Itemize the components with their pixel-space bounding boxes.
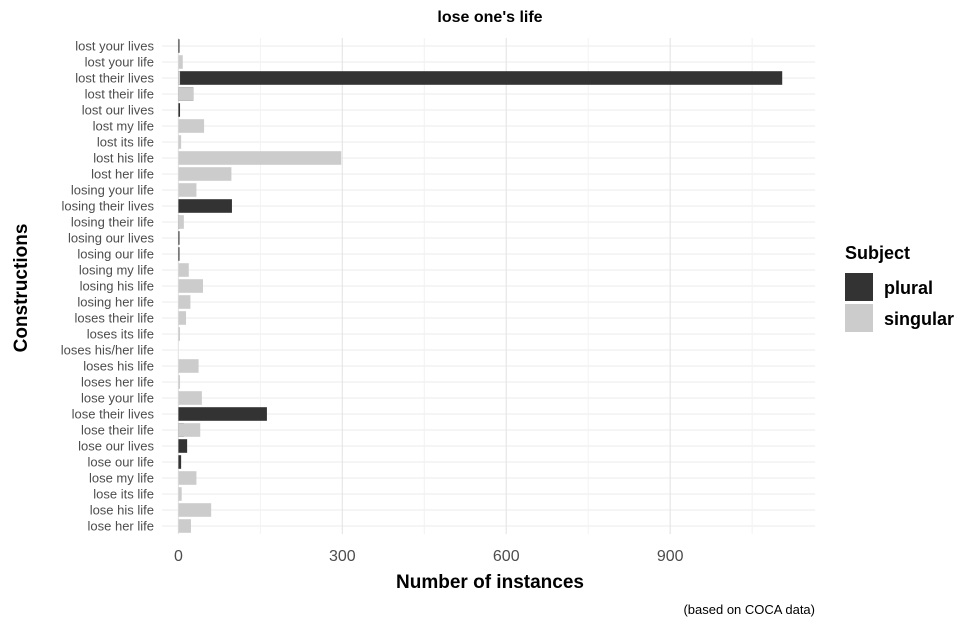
x-tick-label: 900 xyxy=(657,548,684,565)
y-tick-label: losing her life xyxy=(77,295,154,310)
y-tick-label: lose her life xyxy=(88,519,154,534)
y-tick-label: lose our lives xyxy=(78,439,154,454)
y-tick-label: lose their lives xyxy=(72,407,155,422)
bars xyxy=(178,39,783,533)
y-tick-label: lost their lives xyxy=(75,71,154,86)
legend: Subject plural singular xyxy=(845,243,954,332)
y-tick-label: losing your life xyxy=(71,183,154,198)
bar-singular xyxy=(178,135,182,149)
x-tick-label: 300 xyxy=(329,548,356,565)
bar-singular xyxy=(178,519,191,533)
y-tick-label: lost my life xyxy=(93,119,154,134)
bar-singular xyxy=(178,279,203,293)
x-tick-labels: 0 300 600 900 xyxy=(174,548,684,565)
bar-plural xyxy=(178,71,783,85)
y-tick-label: losing our lives xyxy=(68,231,154,246)
y-tick-label: losing their life xyxy=(71,215,154,230)
bar-singular xyxy=(178,359,199,373)
y-tick-label: lose its life xyxy=(93,487,154,502)
legend-swatch-singular xyxy=(845,304,873,332)
y-tick-label: loses her life xyxy=(81,375,154,390)
bar-singular xyxy=(178,487,182,501)
bar-singular xyxy=(178,503,212,517)
y-tick-label: loses his/her life xyxy=(61,343,154,358)
bar-singular xyxy=(178,55,183,69)
bar-singular xyxy=(178,151,342,165)
bar-plural xyxy=(178,39,180,53)
y-tick-label: lose your life xyxy=(81,391,154,406)
bar-plural xyxy=(178,199,232,213)
bar-singular xyxy=(178,71,181,85)
bar-singular xyxy=(178,263,189,277)
bar-plural xyxy=(178,103,181,117)
y-tick-label: loses their life xyxy=(75,311,154,326)
y-tick-label: lose our life xyxy=(88,455,154,470)
y-axis-title: Constructions xyxy=(11,224,32,353)
bar-plural xyxy=(178,439,188,453)
y-tick-label: lost its life xyxy=(97,135,154,150)
y-tick-label: lose my life xyxy=(89,471,154,486)
y-tick-label: losing my life xyxy=(79,263,154,278)
bar-plural xyxy=(178,247,180,261)
legend-title: Subject xyxy=(845,243,910,263)
y-tick-label: lost his life xyxy=(93,151,154,166)
legend-label-singular: singular xyxy=(884,309,954,329)
x-tick-label: 0 xyxy=(174,548,183,565)
y-tick-label: loses his life xyxy=(83,359,154,374)
legend-label-plural: plural xyxy=(884,278,933,298)
y-tick-label: lost her life xyxy=(91,167,154,182)
y-tick-label: losing his life xyxy=(80,279,154,294)
bar-singular xyxy=(178,215,184,229)
y-tick-label: lose their life xyxy=(81,423,154,438)
y-tick-label: lost our lives xyxy=(82,103,155,118)
x-axis-title: Number of instances xyxy=(396,572,584,593)
bar-singular xyxy=(178,391,202,405)
caption: (based on COCA data) xyxy=(683,602,815,617)
bar-singular xyxy=(178,375,181,389)
y-tick-label: lost their life xyxy=(85,87,154,102)
bar-singular xyxy=(178,183,197,197)
bar-singular xyxy=(178,167,232,181)
bar-singular xyxy=(178,295,191,309)
bar-singular xyxy=(178,87,194,101)
y-tick-label: lost your life xyxy=(85,55,154,70)
bar-singular xyxy=(178,471,197,485)
x-tick-label: 600 xyxy=(493,548,520,565)
bar-singular xyxy=(178,327,181,341)
y-tick-label: lose his life xyxy=(90,503,154,518)
y-tick-label: losing our life xyxy=(77,247,154,262)
bar-plural xyxy=(178,407,267,421)
chart-title: lose one's life xyxy=(437,9,542,26)
bar-singular xyxy=(178,423,201,437)
legend-swatch-plural xyxy=(845,273,873,301)
y-tick-label: losing their lives xyxy=(62,199,155,214)
bar-singular xyxy=(178,311,187,325)
y-tick-label: loses its life xyxy=(87,327,154,342)
bar-plural xyxy=(178,231,180,245)
bar-singular xyxy=(178,119,205,133)
y-tick-label: lost your lives xyxy=(75,39,154,54)
bar-plural xyxy=(178,455,182,469)
